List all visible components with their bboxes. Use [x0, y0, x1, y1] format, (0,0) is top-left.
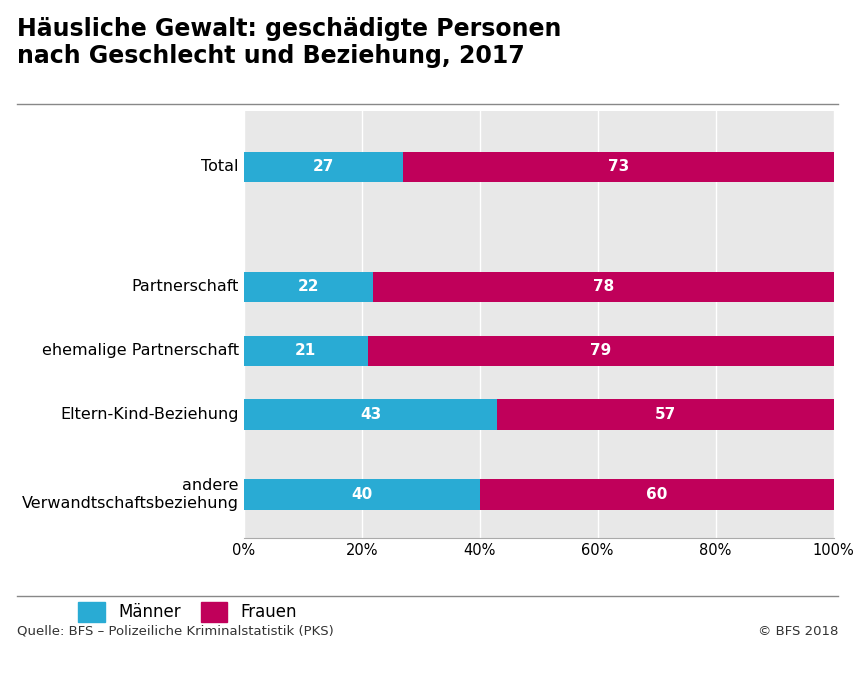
Text: 21: 21	[295, 343, 316, 358]
Text: 40: 40	[351, 487, 372, 502]
Bar	[498, 399, 834, 430]
Bar	[244, 399, 498, 430]
Text: 57: 57	[655, 407, 676, 422]
Bar	[244, 152, 403, 182]
Text: 78: 78	[593, 279, 614, 294]
Text: 60: 60	[646, 487, 667, 502]
Bar	[244, 479, 480, 509]
Text: Häusliche Gewalt: geschädigte Personen: Häusliche Gewalt: geschädigte Personen	[17, 17, 562, 41]
Bar	[480, 479, 834, 509]
Bar	[244, 272, 374, 302]
Text: 43: 43	[360, 407, 381, 422]
Text: Quelle: BFS – Polizeiliche Kriminalstatistik (PKS): Quelle: BFS – Polizeiliche Kriminalstati…	[17, 625, 333, 637]
Bar	[244, 336, 368, 366]
Bar	[368, 336, 834, 366]
Text: 73: 73	[608, 160, 629, 174]
Bar	[374, 272, 834, 302]
Bar	[403, 152, 834, 182]
Text: 27: 27	[313, 160, 334, 174]
Text: 22: 22	[298, 279, 319, 294]
Text: nach Geschlecht und Beziehung, 2017: nach Geschlecht und Beziehung, 2017	[17, 44, 525, 68]
Legend: Männer, Frauen: Männer, Frauen	[78, 602, 297, 622]
Text: © BFS 2018: © BFS 2018	[758, 625, 838, 637]
Text: 79: 79	[590, 343, 611, 358]
